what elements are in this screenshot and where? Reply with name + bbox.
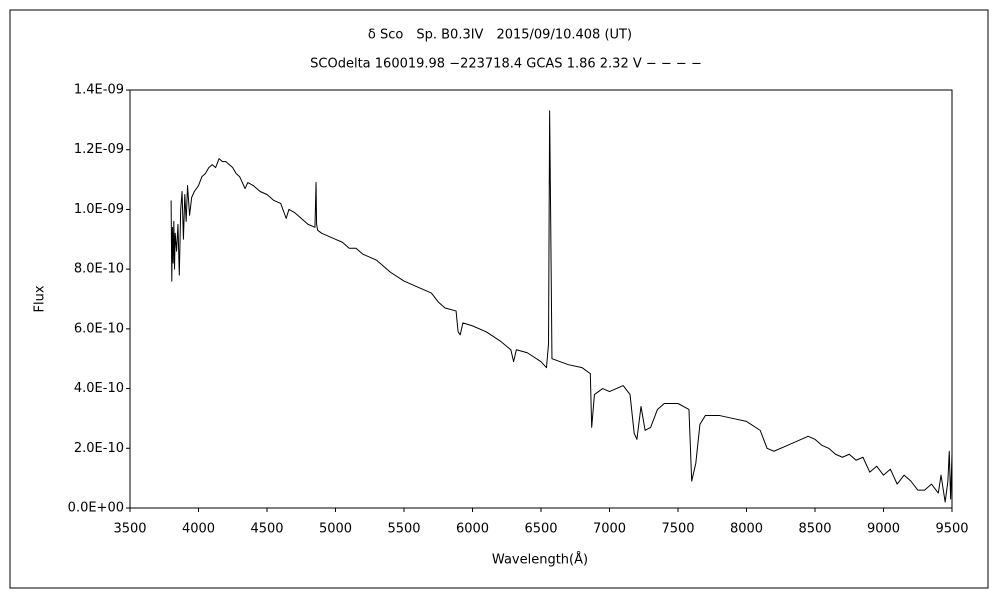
x-tick-label: 3500	[113, 522, 146, 537]
chart-title: δ Sco Sp. B0.3IV 2015/09/10.408 (UT)	[368, 28, 632, 43]
x-tick-label: 9000	[867, 522, 900, 537]
x-tick-label: 6000	[456, 522, 489, 537]
y-tick-label: 8.0E-10	[74, 262, 124, 277]
y-tick-label: 2.0E-10	[74, 441, 124, 456]
y-tick-label: 1.0E-09	[74, 202, 124, 217]
x-tick-label: 5000	[319, 522, 352, 537]
x-tick-label: 5500	[387, 522, 420, 537]
x-tick-label: 4000	[182, 522, 215, 537]
chart-subtitle: SCOdelta 160019.98 −223718.4 GCAS 1.86 2…	[310, 57, 702, 72]
x-tick-label: 4500	[250, 522, 283, 537]
x-tick-label: 7500	[661, 522, 694, 537]
chart-frame	[9, 9, 989, 589]
x-tick-label: 6500	[524, 522, 557, 537]
x-tick-label: 9500	[935, 522, 968, 537]
y-tick-label: 0.0E+00	[68, 501, 124, 516]
y-tick-label: 4.0E-10	[74, 381, 124, 396]
y-tick-label: 1.4E-09	[74, 83, 124, 98]
y-tick-label: 1.2E-09	[74, 142, 124, 157]
spectrum-line	[170, 110, 953, 503]
y-axis-label: Flux	[33, 285, 48, 312]
x-axis-label: Wavelength(Å)	[492, 552, 588, 568]
x-tick-label: 8000	[730, 522, 763, 537]
y-tick-label: 6.0E-10	[74, 321, 124, 336]
x-tick-label: 8500	[798, 522, 831, 537]
x-tick-label: 7000	[593, 522, 626, 537]
